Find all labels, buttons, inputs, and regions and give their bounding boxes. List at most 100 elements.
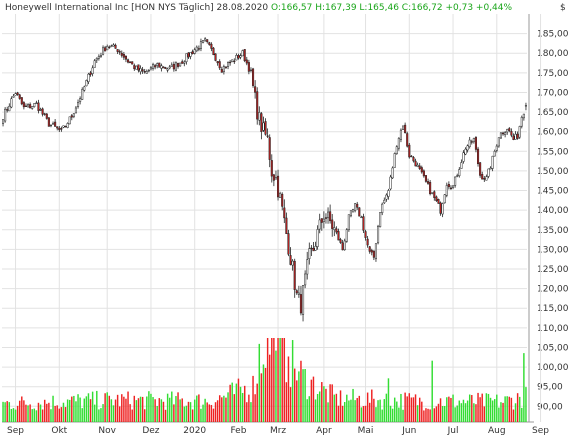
candle-body (289, 255, 292, 265)
candle-body (445, 185, 448, 196)
x-tick-label: Apr (316, 426, 332, 435)
volume-bar (62, 402, 65, 422)
volume-bar (231, 382, 233, 422)
volume-bar (368, 402, 371, 422)
volume-bar (468, 394, 471, 422)
candle-body (424, 175, 427, 182)
volume-bar (181, 398, 183, 422)
volume-bar (385, 393, 388, 422)
candle-body (52, 123, 55, 125)
candle-body (291, 260, 294, 266)
volume-bar (331, 384, 333, 422)
volume-bar (87, 393, 90, 422)
volume-bar (266, 338, 269, 422)
volume-bar (496, 394, 498, 422)
volume-bar (152, 397, 154, 422)
candle-body (133, 65, 136, 70)
volume-bar (402, 409, 404, 422)
candle-body (508, 128, 511, 131)
candle-body (77, 102, 80, 107)
volume-bar (471, 395, 473, 422)
y-tick-label: 155,00 (537, 147, 569, 157)
volume-bar (48, 402, 50, 422)
candle-body (22, 102, 25, 108)
candle-body (114, 44, 117, 49)
y-tick-label: 100,00 (537, 363, 569, 373)
candle-body (189, 52, 192, 57)
volume-bar (431, 360, 433, 422)
candle-body (404, 124, 407, 134)
candle-body (195, 46, 198, 52)
y-tick-label: 180,00 (537, 49, 569, 59)
candle-body (256, 91, 259, 120)
volume-bar (102, 404, 104, 422)
candle-body (368, 246, 371, 252)
volume-bar (200, 408, 202, 422)
volume-bar (325, 388, 327, 422)
x-tick-label: Aug (488, 426, 506, 435)
candle-body (358, 207, 361, 217)
volume-bar (400, 393, 402, 422)
y-tick-label: 170,00 (537, 88, 569, 98)
volume-bar (58, 408, 61, 422)
candle-body (481, 174, 484, 180)
volume-bar (2, 401, 4, 422)
volume-bar (498, 407, 500, 422)
candle-body (18, 94, 21, 99)
candle-body (483, 177, 486, 180)
candle-body (231, 59, 234, 63)
volume-bar (364, 405, 367, 422)
candle-body (33, 103, 36, 107)
candle-body (220, 69, 223, 73)
candle-body (385, 194, 388, 200)
candle-body (408, 144, 411, 158)
candle-body (16, 92, 19, 95)
candle-body (154, 65, 157, 68)
y-tick-label: 130,00 (537, 245, 569, 255)
volume-bar (362, 406, 365, 422)
y-tick-label: 90,00 (537, 402, 563, 412)
candle-body (406, 133, 409, 147)
candle-body (20, 97, 23, 105)
volume-bar (85, 396, 88, 422)
volume-bar (433, 408, 436, 422)
volume-bar (479, 397, 481, 422)
volume-bar (212, 408, 215, 422)
y-tick-label: 105,00 (537, 343, 569, 353)
candle-body (268, 137, 271, 160)
volume-bar (510, 397, 513, 422)
candle-body (112, 44, 115, 47)
volume-bar (508, 396, 511, 422)
volume-bar (464, 403, 467, 422)
volume-bar (412, 397, 415, 422)
candle-body (518, 126, 521, 138)
volume-bar (14, 409, 17, 422)
change-readout: +0,73 +0,44% (445, 3, 513, 13)
volume-bar (421, 401, 423, 422)
candle-body (89, 72, 92, 75)
candle-body (74, 107, 77, 114)
volume-bar (191, 409, 194, 422)
candle-body (91, 67, 94, 74)
volume-bar (98, 409, 100, 422)
volume-bar (179, 399, 181, 422)
y-tick-label: 115,00 (537, 304, 569, 314)
y-tick-label: 150,00 (537, 167, 569, 177)
volume-bar (108, 395, 111, 422)
candle-body (327, 211, 330, 219)
volume-bar (473, 403, 475, 422)
candle-body (247, 62, 250, 72)
candle-body (306, 259, 309, 275)
volume-bar (189, 402, 192, 422)
volume-bar (77, 394, 79, 422)
volume-bar (460, 403, 463, 422)
volume-bar (493, 399, 496, 422)
volume-bar (429, 409, 431, 422)
volume-bar (452, 394, 454, 422)
candle-body (499, 132, 502, 139)
candle-body (312, 248, 315, 252)
candle-body (160, 65, 163, 69)
volume-bar (127, 391, 129, 422)
candle-body (420, 167, 423, 173)
